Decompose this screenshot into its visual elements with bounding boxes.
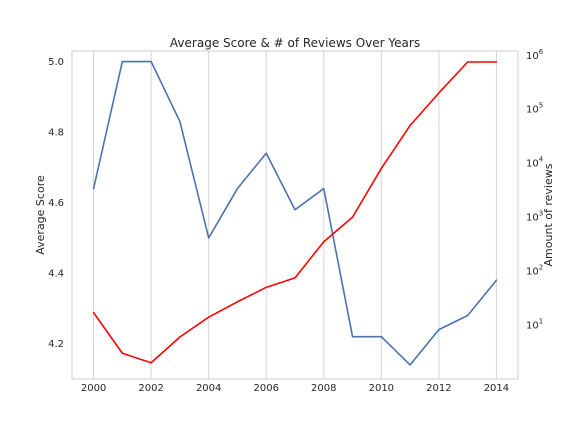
x-tick-label: 2012: [426, 383, 451, 394]
y-left-tick-label: 5.0: [48, 57, 64, 68]
y-left-tick-label: 4.6: [48, 198, 64, 209]
y-right-tick-label: 106: [526, 48, 544, 62]
x-tick-label: 2006: [253, 383, 278, 394]
y-right-tick-label: 104: [526, 156, 544, 170]
y-left-tick-label: 4.2: [48, 339, 64, 350]
x-tick-label: 2004: [196, 383, 221, 394]
y-right-tick-label: 105: [526, 102, 543, 116]
x-tick-label: 2014: [484, 383, 509, 394]
y-right-tick-label: 102: [526, 264, 543, 278]
series-review-count-line: [92, 61, 498, 364]
y-right-tick-label: 103: [526, 210, 543, 224]
x-axis-ticks: 2000 2002 2004 2006 2008 2010 2012 2014: [81, 383, 509, 394]
x-tick-label: 2010: [369, 383, 394, 394]
series-group: [92, 60, 498, 366]
y-axis-left-ticks: 4.2 4.4 4.6 4.8 5.0: [48, 57, 64, 350]
y-axis-right-ticks: 101 102 103 104 105 106: [526, 48, 544, 332]
plot-frame: [71, 50, 519, 380]
y-left-tick-label: 4.4: [48, 269, 64, 280]
y-right-tick-label: 101: [526, 318, 543, 332]
series-average-score-line: [92, 60, 498, 366]
y-axis-left-label: Average Score: [34, 175, 47, 255]
x-tick-label: 2008: [311, 383, 336, 394]
grid: [93, 51, 497, 379]
chart-title: Average Score & # of Reviews Over Years: [170, 36, 420, 50]
x-tick-label: 2002: [138, 383, 163, 394]
y-left-tick-label: 4.8: [48, 128, 64, 139]
x-tick-label: 2000: [81, 383, 106, 394]
y-axis-right-label: Amount of reviews: [542, 163, 555, 266]
